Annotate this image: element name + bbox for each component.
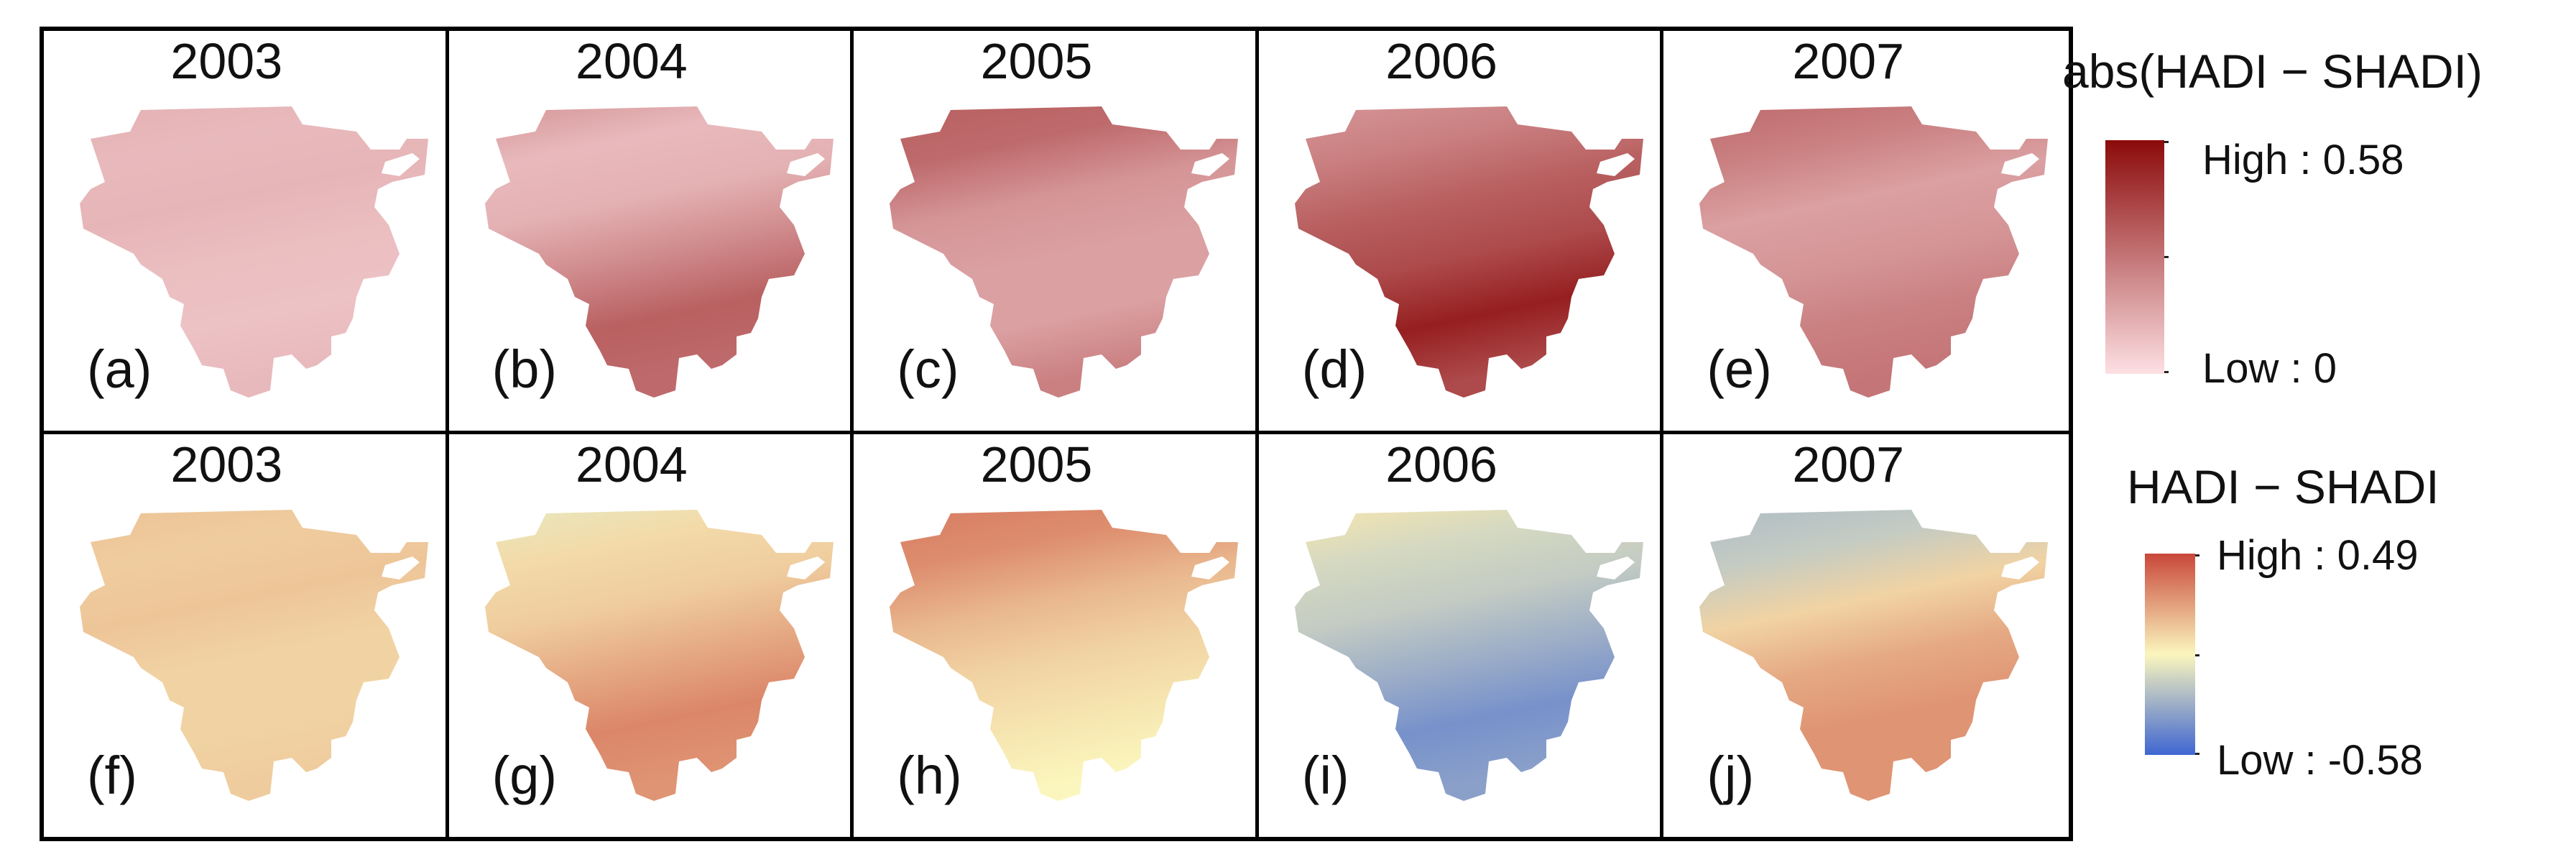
panel-year-label: 2006 bbox=[1385, 436, 1497, 492]
lake-hole bbox=[1191, 153, 1230, 176]
panel-letter-label: (d) bbox=[1301, 339, 1367, 399]
map-panel: 2005 (h) bbox=[854, 434, 1259, 837]
legend-diff-high-label: High : 0.49 bbox=[2217, 532, 2419, 579]
lake-hole bbox=[1191, 556, 1230, 579]
region-shape bbox=[1699, 509, 2049, 801]
panel-year-label: 2006 bbox=[1385, 33, 1497, 89]
region-map bbox=[1699, 106, 2049, 398]
lake-hole bbox=[1596, 556, 1635, 579]
region-shape bbox=[1294, 509, 1643, 801]
legend-abs-low-label: Low : 0 bbox=[2202, 345, 2337, 392]
map-panel: 2006 (d) bbox=[1258, 31, 1664, 434]
region-map bbox=[80, 106, 428, 398]
panel-year-label: 2005 bbox=[980, 436, 1093, 492]
panel-letter-label: (b) bbox=[491, 339, 558, 399]
legend-diff-colorbar bbox=[2145, 554, 2195, 755]
legend-abs-tick-high bbox=[2164, 141, 2169, 143]
panel-year-label: 2005 bbox=[980, 33, 1093, 89]
region-shape bbox=[484, 106, 834, 398]
map-panel: 2004 (g) bbox=[448, 434, 854, 837]
panel-year-label: 2004 bbox=[576, 33, 688, 89]
legend-abs-tick-low bbox=[2164, 371, 2169, 373]
legend-abs-title: abs(HADI − SHADI) bbox=[2062, 45, 2483, 98]
region-map bbox=[890, 106, 1239, 398]
map-panel: 2006 (i) bbox=[1258, 434, 1664, 837]
panel-letter-label: (i) bbox=[1301, 746, 1349, 805]
region-shape bbox=[890, 106, 1239, 398]
region-map bbox=[890, 509, 1239, 801]
region-map bbox=[484, 509, 834, 801]
lake-hole bbox=[2001, 556, 2040, 579]
panel-letter-label: (f) bbox=[87, 746, 137, 805]
panel-letter-label: (a) bbox=[87, 339, 152, 399]
lake-hole bbox=[382, 556, 420, 579]
lake-hole bbox=[382, 153, 420, 176]
panel-letter-label: (e) bbox=[1707, 339, 1772, 399]
region-map bbox=[1294, 509, 1643, 801]
panel-year-label: 2007 bbox=[1792, 33, 1905, 89]
panel-year-label: 2003 bbox=[170, 436, 283, 492]
panel-year-label: 2007 bbox=[1792, 436, 1905, 492]
panel-year-label: 2004 bbox=[576, 436, 688, 492]
map-panel: 2005 (c) bbox=[854, 31, 1259, 434]
legend-diff-low-label: Low : -0.58 bbox=[2217, 737, 2423, 784]
panel-letter-label: (g) bbox=[491, 746, 558, 805]
region-shape bbox=[80, 106, 428, 398]
map-panel: 2007 (j) bbox=[1663, 434, 2069, 837]
map-panel: 2004 (b) bbox=[448, 31, 854, 434]
map-panel: 2003 (a) bbox=[44, 31, 449, 434]
region-shape bbox=[890, 509, 1239, 801]
legend-abs-high-label: High : 0.58 bbox=[2202, 137, 2404, 183]
panel-letter-label: (j) bbox=[1707, 746, 1755, 805]
region-shape bbox=[1699, 106, 2049, 398]
panel-year-label: 2003 bbox=[170, 33, 283, 89]
region-map bbox=[484, 106, 834, 398]
region-shape bbox=[1294, 106, 1643, 398]
legend-diff-tick-high bbox=[2195, 554, 2199, 556]
legend-abs-colorbar bbox=[2105, 140, 2164, 374]
panel-letter-label: (c) bbox=[897, 339, 959, 399]
lake-hole bbox=[786, 556, 825, 579]
lake-hole bbox=[786, 153, 825, 176]
legend-diff-tick-mid bbox=[2195, 654, 2199, 656]
panel-letter-label: (h) bbox=[897, 746, 962, 805]
region-shape bbox=[484, 509, 834, 801]
map-panel: 2003 (f) bbox=[44, 434, 449, 837]
legend-abs-tick-mid bbox=[2164, 256, 2169, 258]
region-map bbox=[80, 509, 428, 801]
lake-hole bbox=[2001, 153, 2040, 176]
map-panel-grid: 2003 (a) 2004 (b) 2005 (c) 2006 (d) 2007 (e) 2003 (… bbox=[40, 27, 2073, 841]
region-shape bbox=[80, 509, 428, 801]
legend-diff-title: HADI − SHADI bbox=[2127, 460, 2439, 513]
map-panel: 2007 (e) bbox=[1663, 31, 2069, 434]
lake-hole bbox=[1596, 153, 1635, 176]
legend-diff-tick-low bbox=[2195, 753, 2199, 755]
region-map bbox=[1699, 509, 2049, 801]
region-map bbox=[1294, 106, 1643, 398]
